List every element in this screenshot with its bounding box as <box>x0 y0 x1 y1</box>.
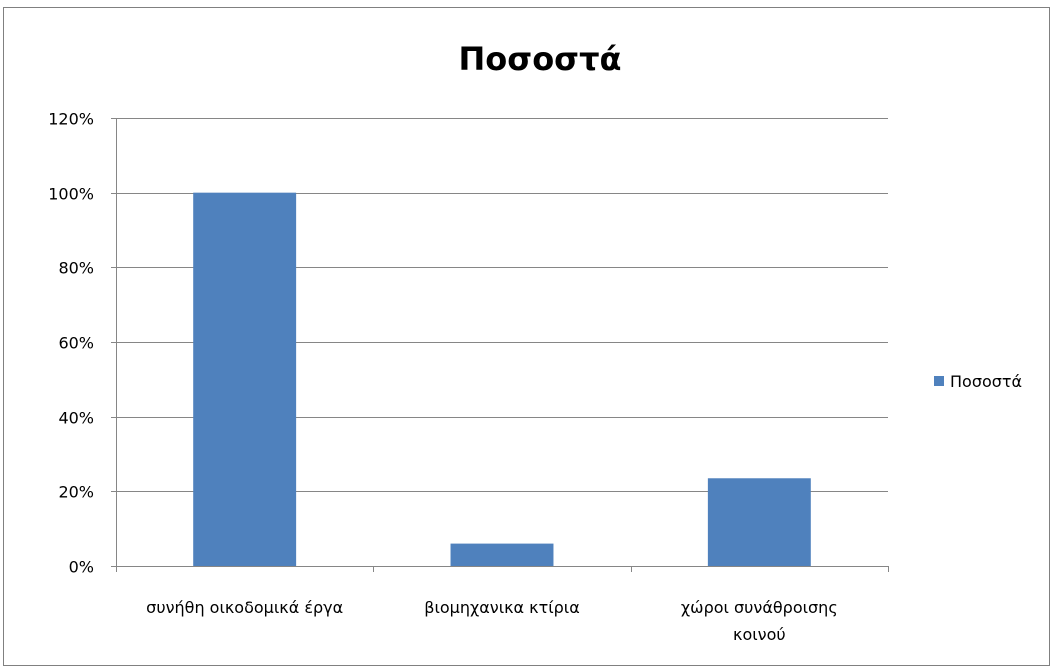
legend-swatch <box>934 376 944 386</box>
y-tick-label: 100% <box>48 185 94 204</box>
x-category-label: χώροι συνάθροισης <box>681 598 838 617</box>
x-category-label: συνήθη οικοδομικά έργα <box>146 598 343 617</box>
y-tick-label: 60% <box>58 334 94 353</box>
chart-title: Ποσοστά <box>459 40 622 78</box>
y-axis-ticks: 0% 20% 40% 60% 80% 100% 120% <box>48 110 116 577</box>
bar <box>707 478 811 566</box>
bar <box>450 543 554 566</box>
legend-label: Ποσοστά <box>950 372 1022 391</box>
y-tick-label: 40% <box>58 409 94 428</box>
bar <box>193 192 297 566</box>
x-axis <box>116 118 889 572</box>
y-tick-label: 120% <box>48 110 94 129</box>
y-tick-label: 0% <box>69 558 94 577</box>
x-axis-labels: συνήθη οικοδομικά έργα βιομηχανικα κτίρια… <box>146 598 838 644</box>
legend: Ποσοστά <box>934 372 1022 391</box>
y-tick-label: 20% <box>58 483 94 502</box>
x-category-label: κοινού <box>733 625 786 644</box>
x-category-label: βιομηχανικα κτίρια <box>424 598 580 617</box>
y-tick-label: 80% <box>58 259 94 278</box>
bars <box>193 192 811 566</box>
